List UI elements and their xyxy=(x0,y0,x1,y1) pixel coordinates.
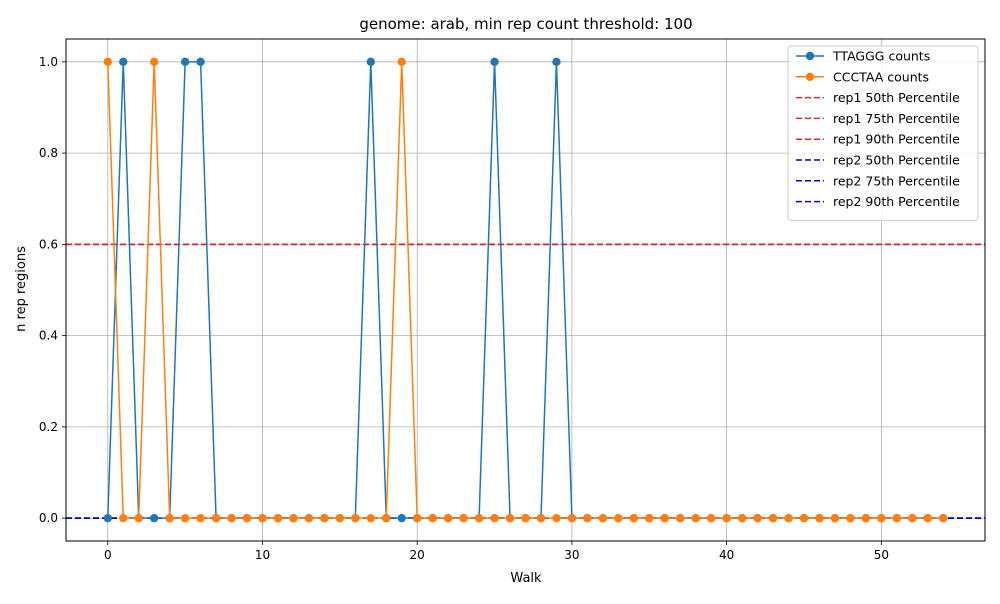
data-point xyxy=(908,513,917,523)
data-point xyxy=(119,57,128,67)
data-point xyxy=(722,513,731,523)
x-tick-label: 0 xyxy=(104,548,112,562)
x-tick-label: 20 xyxy=(410,548,425,562)
data-point xyxy=(119,513,128,523)
data-point xyxy=(366,57,375,67)
data-point xyxy=(413,513,422,523)
data-point xyxy=(521,513,530,523)
data-point xyxy=(196,513,205,523)
x-tick-label: 30 xyxy=(564,548,579,562)
data-point xyxy=(861,513,871,523)
data-point xyxy=(242,513,252,523)
data-point xyxy=(273,513,283,523)
legend-entry: rep1 75th Percentile xyxy=(833,111,960,126)
y-tick-label: 0.4 xyxy=(39,329,58,343)
data-point xyxy=(397,57,406,67)
data-point xyxy=(552,57,561,67)
data-point xyxy=(660,513,669,523)
data-point xyxy=(552,513,561,523)
data-point xyxy=(676,513,685,523)
data-point xyxy=(706,513,716,523)
legend-entry: rep2 50th Percentile xyxy=(833,153,960,168)
y-tick-label: 0.8 xyxy=(39,146,58,160)
data-point xyxy=(815,513,824,523)
axis-ticks: 0 10 20 30 40 50 0.0 0.2 0.4 0.6 0.8 1.0 xyxy=(39,55,889,562)
data-point xyxy=(877,513,886,523)
data-point xyxy=(629,513,638,523)
data-point xyxy=(768,513,778,523)
data-point xyxy=(474,513,484,523)
data-point xyxy=(567,513,577,523)
data-point xyxy=(939,513,948,523)
data-point xyxy=(382,513,391,523)
data-point xyxy=(196,57,205,67)
data-point xyxy=(505,513,515,523)
legend-marker xyxy=(805,51,815,61)
y-axis-label: n rep regions xyxy=(14,246,29,332)
data-point xyxy=(583,513,592,523)
data-point xyxy=(134,513,143,523)
data-point xyxy=(923,513,932,523)
data-point xyxy=(892,513,902,523)
legend-frame xyxy=(787,45,979,221)
legend-entry: rep2 90th Percentile xyxy=(833,194,960,209)
y-tick-label: 0.6 xyxy=(39,237,58,251)
data-point xyxy=(443,513,453,523)
data-point xyxy=(598,513,608,523)
series-markers xyxy=(103,57,948,523)
data-point xyxy=(536,513,546,523)
data-point xyxy=(211,513,221,523)
data-point xyxy=(180,513,190,523)
data-point xyxy=(180,57,190,67)
x-axis-label: Walk xyxy=(510,571,542,586)
data-point xyxy=(784,513,793,523)
data-point xyxy=(351,513,360,523)
x-tick-label: 10 xyxy=(255,548,270,562)
data-point xyxy=(799,513,809,523)
x-tick-label: 50 xyxy=(874,548,889,562)
data-point xyxy=(459,513,468,523)
data-point xyxy=(490,513,499,523)
data-point xyxy=(366,513,375,523)
data-point xyxy=(830,513,840,523)
legend-entry: CCCTAA counts xyxy=(833,69,929,84)
data-point xyxy=(103,57,112,67)
data-point xyxy=(428,513,437,523)
data-point xyxy=(691,513,700,523)
data-point xyxy=(335,513,345,523)
data-point xyxy=(614,513,623,523)
data-point xyxy=(149,57,159,67)
data-point xyxy=(846,513,855,523)
y-tick-label: 0.2 xyxy=(39,420,58,434)
x-tick-label: 40 xyxy=(719,548,734,562)
legend-marker xyxy=(805,72,815,82)
data-point xyxy=(165,513,174,523)
legend: TTAGGG counts CCCTAA counts rep1 50th Perc… xyxy=(787,45,979,221)
chart-title: genome: arab, min rep count threshold: 1… xyxy=(359,15,692,33)
data-point xyxy=(397,513,406,523)
legend-entry: rep1 50th Percentile xyxy=(833,90,960,105)
data-point xyxy=(258,513,267,523)
legend-entry: rep1 90th Percentile xyxy=(833,132,960,147)
data-point xyxy=(289,513,298,523)
reference-lines xyxy=(66,243,985,519)
legend-entry: TTAGGG counts xyxy=(832,49,930,64)
data-point xyxy=(737,513,747,523)
data-point xyxy=(320,513,329,523)
data-point xyxy=(227,513,236,523)
data-point xyxy=(645,513,654,523)
y-tick-label: 0.0 xyxy=(39,511,58,525)
legend-entry: rep2 75th Percentile xyxy=(833,173,960,188)
data-point xyxy=(304,513,314,523)
data-point xyxy=(149,513,159,523)
data-point xyxy=(753,513,762,523)
data-point xyxy=(103,513,112,523)
data-point xyxy=(490,57,499,67)
y-tick-label: 1.0 xyxy=(39,55,58,69)
plot-frame xyxy=(65,38,986,542)
